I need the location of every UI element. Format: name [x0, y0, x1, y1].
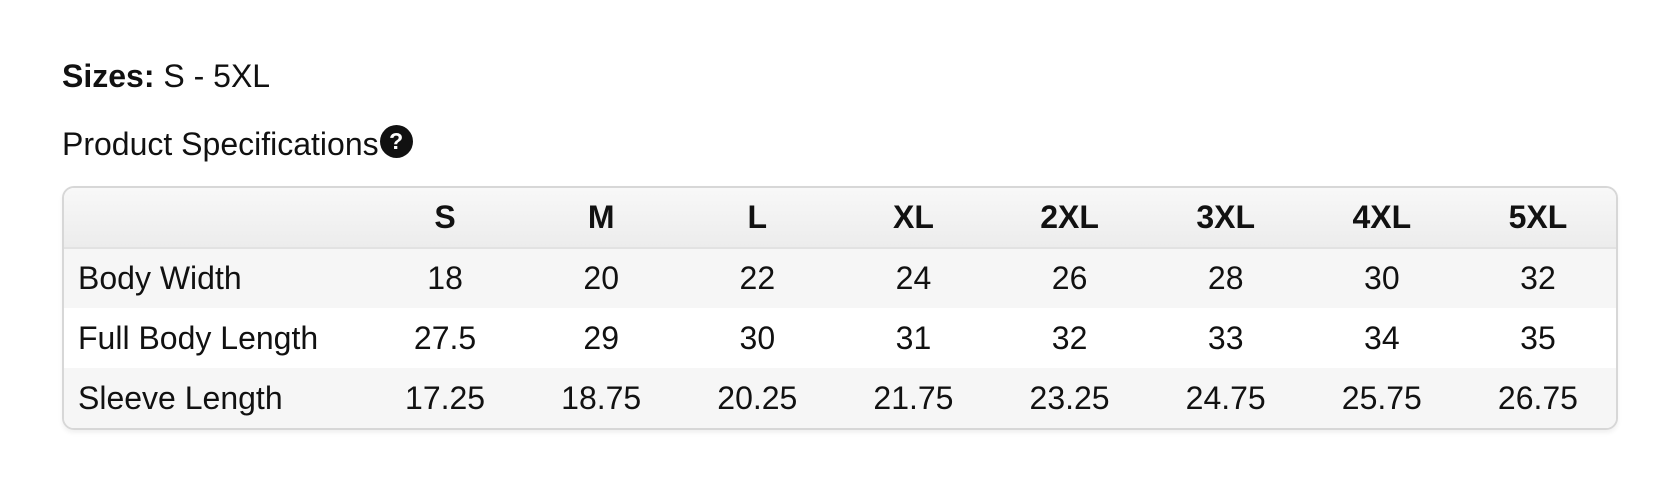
size-column-header-m: M [523, 188, 680, 249]
value-cell: 28 [1207, 260, 1244, 296]
value-cell: 30 [739, 319, 776, 356]
sizes-value: S - 5XL [163, 58, 271, 94]
value-cell: 29 [583, 319, 619, 356]
value-cell: 23.25 [1029, 379, 1110, 416]
product-specs-section: Sizes: S - 5XL Product Specifications? S… [62, 56, 1678, 430]
size-column-header-4xl: 4XL [1303, 188, 1460, 249]
value-cell: 35 [1520, 319, 1556, 356]
help-question-icon[interactable]: ? [379, 125, 413, 158]
value-cell: 33 [1207, 319, 1244, 356]
size-column-header-s: S [367, 188, 524, 249]
size-column-header-5xl: 5XL [1459, 188, 1616, 249]
value-cell: 32 [1051, 319, 1088, 356]
size-header-row: S M L XL 2XL 3XL 4XL 5XL [64, 188, 1616, 249]
sizes-label: Sizes: [62, 58, 155, 94]
spec-table-container: S M L XL 2XL 3XL 4XL 5XL Body Width 18 20 22 24 26 28… [62, 186, 1618, 430]
value-cell: 20 [583, 260, 619, 296]
value-cell: 31 [895, 319, 932, 356]
row-label: Body Width [78, 260, 242, 296]
value-cell: 27.5 [413, 319, 477, 356]
value-cell: 20.25 [717, 379, 798, 416]
value-cell: 30 [1364, 260, 1400, 296]
value-cell: 32 [1520, 260, 1556, 296]
table-row: Sleeve Length 17.25 18.75 20.25 21.75 23.25 24… [64, 368, 1616, 428]
size-column-header-xl: XL [835, 188, 992, 249]
sizes-line: Sizes: S - 5XL [62, 56, 1678, 96]
size-column-header-l: L [679, 188, 836, 249]
value-cell: 26.75 [1497, 379, 1578, 416]
value-cell: 21.75 [873, 379, 954, 416]
spec-heading-line: Product Specifications? [62, 124, 1678, 164]
value-cell: 18 [427, 260, 463, 296]
spec-table-head: S M L XL 2XL 3XL 4XL 5XL [64, 188, 1616, 249]
row-label: Full Body Length [78, 319, 319, 356]
spec-table: S M L XL 2XL 3XL 4XL 5XL Body Width 18 20 22 24 26 28… [64, 188, 1616, 428]
size-column-header-2xl: 2XL [991, 188, 1148, 249]
size-column-header-3xl: 3XL [1147, 188, 1304, 249]
value-cell: 24 [895, 260, 932, 296]
value-cell: 34 [1364, 319, 1400, 356]
row-label: Sleeve Length [78, 379, 283, 416]
value-cell: 18.75 [561, 379, 642, 416]
spec-table-body: Body Width 18 20 22 24 26 28 30 32 Full Body Leng… [64, 248, 1616, 428]
corner-cell [64, 188, 367, 249]
value-cell: 17.25 [405, 379, 486, 416]
table-row: Full Body Length 27.5 29 30 31 32 33 34 35 [64, 308, 1616, 368]
value-cell: 25.75 [1341, 379, 1422, 416]
value-cell: 24.75 [1185, 379, 1266, 416]
table-row: Body Width 18 20 22 24 26 28 30 32 [64, 248, 1616, 308]
value-cell: 26 [1051, 260, 1088, 296]
value-cell: 22 [739, 260, 776, 296]
spec-heading: Product Specifications [62, 126, 379, 162]
